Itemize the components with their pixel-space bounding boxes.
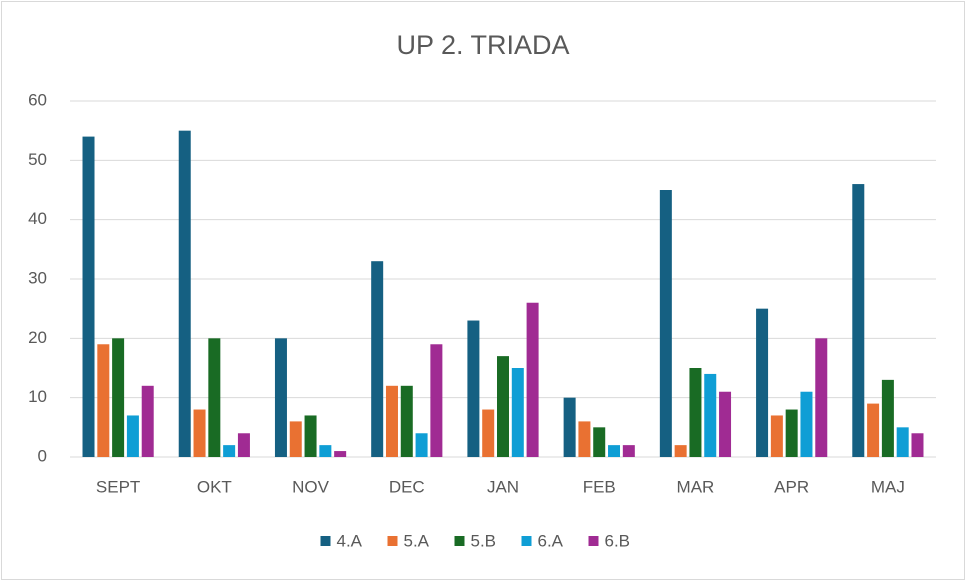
legend-label: 4.A [337, 531, 363, 550]
bar [674, 445, 687, 457]
legend-label: 5.A [404, 531, 430, 550]
legend-swatch [387, 536, 398, 546]
bar [385, 385, 398, 457]
legend-label: 6.B [605, 531, 631, 550]
bar [719, 391, 732, 457]
bar [415, 433, 428, 457]
legend-label: 6.A [538, 531, 564, 550]
bar [756, 308, 769, 457]
bar [274, 338, 287, 457]
bar [578, 421, 591, 457]
bar [304, 415, 317, 457]
bar [770, 415, 783, 457]
bar [141, 385, 154, 457]
bar [622, 445, 635, 457]
bar [112, 338, 125, 457]
chart-title: UP 2. TRIADA [396, 30, 569, 60]
bar [237, 433, 250, 457]
x-tick-label: APR [774, 477, 809, 496]
bar [689, 368, 702, 457]
y-tick-label: 50 [28, 150, 47, 169]
x-tick-label: MAJ [871, 477, 905, 496]
bar [815, 338, 828, 457]
legend-swatch [454, 536, 465, 546]
x-tick-label: MAR [677, 477, 715, 496]
bar [511, 368, 524, 457]
bar [881, 379, 894, 457]
bar [704, 373, 717, 457]
bar [896, 427, 909, 457]
bar [334, 451, 347, 457]
bar [319, 445, 332, 457]
bar [608, 445, 621, 457]
bar [800, 391, 813, 457]
bar [497, 356, 509, 457]
legend-swatch [521, 536, 532, 546]
bar [867, 403, 880, 457]
bar [593, 427, 606, 457]
bar [482, 409, 495, 457]
x-tick-label: OKT [197, 477, 232, 496]
bar [97, 344, 110, 457]
bar [467, 320, 480, 457]
y-tick-label: 60 [28, 90, 47, 109]
bar [526, 302, 539, 457]
x-tick-label: NOV [292, 477, 330, 496]
bar [126, 415, 139, 457]
bar [208, 338, 221, 457]
y-tick-label: 0 [38, 446, 47, 465]
bar [193, 409, 206, 457]
x-tick-label: SEPT [96, 477, 140, 496]
bar [82, 136, 95, 457]
bar [430, 344, 443, 457]
bar [911, 433, 924, 457]
legend-swatch [588, 536, 599, 546]
bar [289, 421, 302, 457]
y-tick-label: 20 [28, 328, 47, 347]
bar [852, 184, 865, 458]
bar [371, 261, 384, 457]
legend-swatch [320, 536, 331, 546]
bar [785, 409, 798, 457]
bar [659, 190, 672, 457]
bar [400, 385, 413, 457]
legend-label: 5.B [471, 531, 497, 550]
x-tick-label: DEC [389, 477, 425, 496]
x-tick-label: JAN [487, 477, 519, 496]
x-tick-label: FEB [583, 477, 616, 496]
y-tick-label: 40 [28, 209, 47, 228]
bar [178, 130, 191, 457]
bar [563, 397, 576, 457]
bar [223, 445, 236, 457]
y-tick-label: 30 [28, 268, 47, 287]
y-tick-label: 10 [28, 387, 47, 406]
